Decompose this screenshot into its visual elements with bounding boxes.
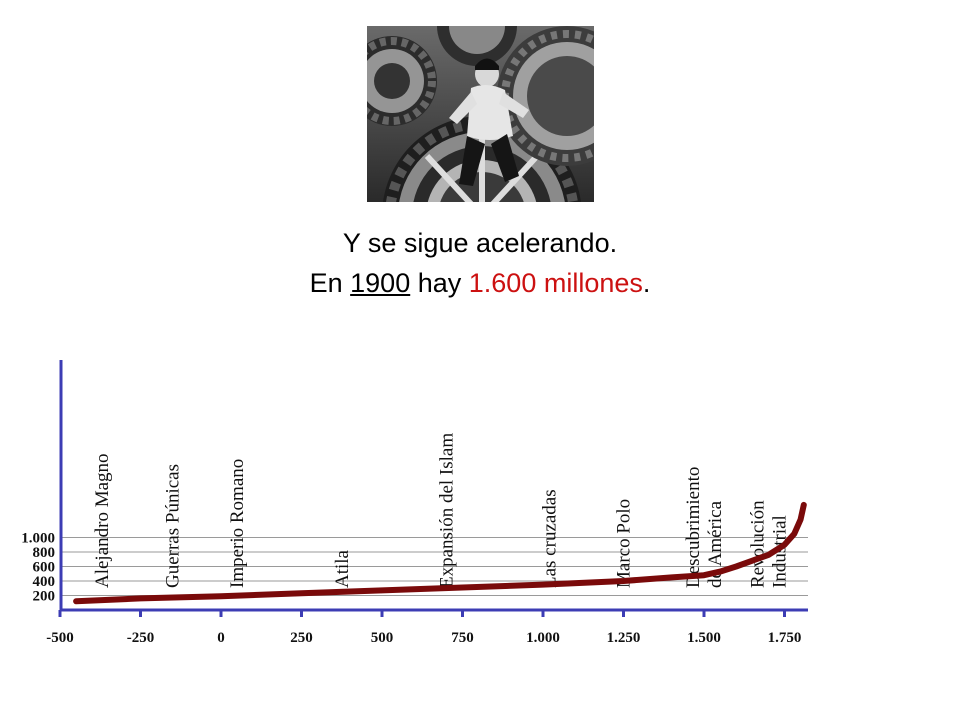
y-tick-label: 800 [33, 545, 56, 561]
headline-suffix: . [642, 268, 651, 298]
y-tick-label: 1.000 [21, 531, 55, 547]
axis-layer [58, 360, 808, 617]
annotation-layer: Alejandro Magno Guerras Púnicas Imperio Ro… [92, 433, 791, 588]
gears-worker-image [347, 0, 637, 316]
x-tick-label: 500 [371, 630, 394, 646]
x-tick-label: -500 [46, 630, 74, 646]
x-tick-label: 1.000 [526, 630, 560, 646]
headline-line-1: Y se sigue acelerando. [342, 228, 618, 258]
y-tick-label: 400 [33, 574, 56, 590]
annotation-label: de América [705, 500, 726, 588]
x-tick-label: 1.750 [768, 630, 802, 646]
population-chart: Alejandro Magno Guerras Púnicas Imperio Ro… [21, 360, 808, 646]
film-still-photo [347, 0, 637, 316]
annotation-label: Industrial [769, 515, 790, 588]
annotation-label: Las cruzadas [539, 489, 560, 588]
grid-layer [61, 537, 808, 596]
x-tick-label: 1.500 [687, 630, 721, 646]
annotation-label: Revolución [747, 500, 768, 588]
annotation-label: Atila [332, 549, 353, 588]
headline-mid: hay [410, 268, 469, 298]
x-tick-labels: -500 -250 0 250 500 750 1.000 1.250 1.500 1.750 [46, 630, 801, 646]
annotation-label: Marco Polo [614, 499, 635, 588]
headline-highlight: 1.600 millones [468, 268, 643, 298]
population-series-line [73, 501, 807, 605]
x-tick-label: 750 [451, 630, 474, 646]
annotation-label: Descubrimiento [683, 467, 704, 588]
x-tick-label: 0 [217, 630, 225, 646]
y-tick-label: 600 [33, 560, 56, 576]
headline-year: 1900 [350, 268, 411, 298]
annotation-label: Expansión del Islam [436, 433, 457, 588]
x-tick-label: 250 [290, 630, 313, 646]
x-tick-label: 1.250 [607, 630, 641, 646]
headline-line-2: En 1900 hay 1.600 millones. [0, 270, 960, 297]
series-layer [73, 501, 807, 605]
annotation-label: Alejandro Magno [92, 453, 113, 588]
headline-prefix: En [309, 268, 351, 298]
annotation-label: Guerras Púnicas [163, 464, 184, 588]
x-tick-label: -250 [127, 630, 155, 646]
y-tick-label: 200 [33, 589, 56, 605]
worker-figure-icon [449, 58, 529, 186]
annotation-label: Imperio Romano [227, 459, 248, 588]
